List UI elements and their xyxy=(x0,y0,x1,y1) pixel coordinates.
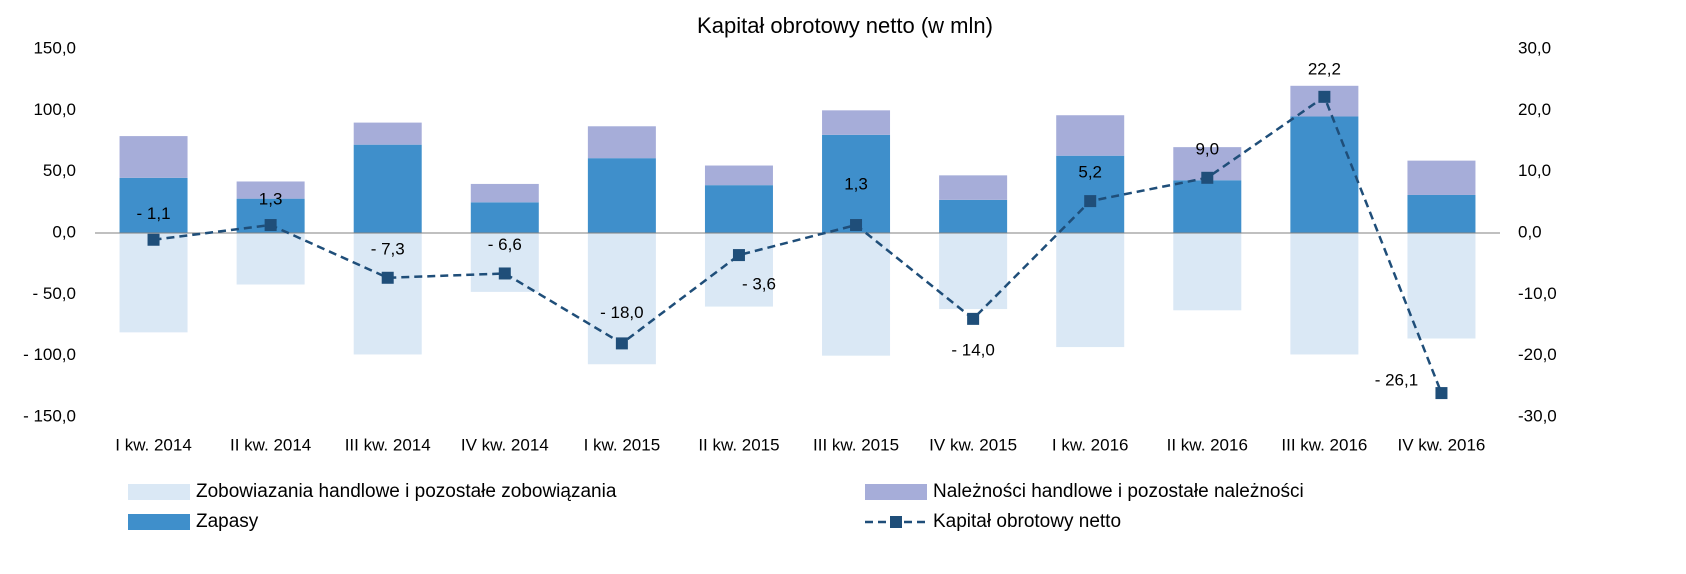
data-label: - 7,3 xyxy=(371,239,405,258)
y-tick-label: - 100,0 xyxy=(23,345,76,364)
bar xyxy=(119,233,188,333)
marker xyxy=(1318,90,1331,103)
bar xyxy=(353,144,422,233)
data-label: - 26,1 xyxy=(1375,371,1418,390)
marker xyxy=(850,219,863,232)
x-tick-label: II kw. 2016 xyxy=(1167,435,1248,454)
y2-tick-label: 20,0 xyxy=(1518,100,1551,119)
y2-tick-label: -30,0 xyxy=(1518,406,1557,425)
bar xyxy=(353,122,422,145)
y2-tick-label: -10,0 xyxy=(1518,284,1557,303)
marker xyxy=(147,233,160,246)
bar xyxy=(1056,155,1125,233)
bar xyxy=(1173,180,1242,233)
x-tick-label: II kw. 2014 xyxy=(230,435,311,454)
bar xyxy=(1056,115,1125,156)
bar xyxy=(822,233,891,356)
marker xyxy=(264,219,277,232)
marker xyxy=(498,267,511,280)
legend-swatch xyxy=(128,484,190,500)
y-tick-label: 100,0 xyxy=(33,100,76,119)
x-tick-label: II kw. 2015 xyxy=(698,435,779,454)
bar xyxy=(939,175,1008,200)
x-tick-label: IV kw. 2016 xyxy=(1398,435,1486,454)
bar xyxy=(1290,116,1359,233)
x-tick-label: III kw. 2016 xyxy=(1281,435,1367,454)
y2-tick-label: 0,0 xyxy=(1518,222,1542,241)
bar xyxy=(939,233,1008,310)
bar xyxy=(704,185,773,233)
bar xyxy=(704,165,773,186)
x-tick-label: IV kw. 2014 xyxy=(461,435,549,454)
bar xyxy=(587,126,656,159)
data-label: - 6,6 xyxy=(488,235,522,254)
bar xyxy=(587,158,656,233)
data-label: 1,3 xyxy=(844,175,868,194)
x-tick-label: III kw. 2015 xyxy=(813,435,899,454)
data-label: - 1,1 xyxy=(137,204,171,223)
x-tick-label: III kw. 2014 xyxy=(345,435,431,454)
y2-tick-label: 30,0 xyxy=(1518,38,1551,57)
bar xyxy=(704,233,773,307)
bar xyxy=(119,177,188,233)
bar xyxy=(470,202,539,233)
bar xyxy=(470,233,539,292)
bar xyxy=(1407,160,1476,195)
bar xyxy=(822,134,891,233)
bar xyxy=(470,183,539,203)
legend-label: Zapasy xyxy=(196,511,259,532)
legend-marker xyxy=(890,516,902,528)
bar xyxy=(822,110,891,135)
data-label: 9,0 xyxy=(1195,139,1219,158)
data-label: - 18,0 xyxy=(600,303,643,322)
bar xyxy=(1407,194,1476,233)
y-tick-label: - 150,0 xyxy=(23,406,76,425)
bar xyxy=(119,136,188,178)
y-tick-label: 50,0 xyxy=(43,161,76,180)
bar xyxy=(236,233,305,285)
legend-label: Kapitał obrotowy netto xyxy=(933,511,1121,532)
y-tick-label: 0,0 xyxy=(52,222,76,241)
x-tick-label: IV kw. 2015 xyxy=(929,435,1017,454)
chart-title: Kapitał obrotowy netto (w mln) xyxy=(697,13,993,38)
data-label: 1,3 xyxy=(259,190,283,209)
legend-swatch xyxy=(865,484,927,500)
data-label: 5,2 xyxy=(1078,163,1102,182)
marker xyxy=(1435,387,1448,400)
bar xyxy=(353,233,422,355)
x-tick-label: I kw. 2016 xyxy=(1052,435,1129,454)
data-label: 22,2 xyxy=(1308,59,1341,78)
marker xyxy=(615,337,628,350)
marker xyxy=(1084,195,1097,208)
x-tick-label: I kw. 2014 xyxy=(115,435,192,454)
data-label: - 3,6 xyxy=(742,275,776,294)
marker xyxy=(732,249,745,262)
legend-label: Zobowiazania handlowe i pozostałe zobowi… xyxy=(196,481,617,502)
bar xyxy=(1056,233,1125,348)
bar xyxy=(236,181,305,199)
bar xyxy=(1407,233,1476,339)
x-tick-label: I kw. 2015 xyxy=(584,435,661,454)
data-label: - 14,0 xyxy=(951,340,994,359)
bar xyxy=(939,199,1008,233)
y-tick-label: 150,0 xyxy=(33,38,76,57)
y-tick-label: - 50,0 xyxy=(33,284,76,303)
marker xyxy=(381,271,394,284)
marker xyxy=(1201,171,1214,184)
bar xyxy=(1173,233,1242,311)
legend-label: Należności handlowe i pozostałe należnoś… xyxy=(933,481,1304,502)
bar xyxy=(1290,233,1359,355)
legend-swatch xyxy=(128,514,190,530)
y2-tick-label: -20,0 xyxy=(1518,345,1557,364)
y2-tick-label: 10,0 xyxy=(1518,161,1551,180)
line xyxy=(153,94,1443,394)
marker xyxy=(967,312,980,325)
